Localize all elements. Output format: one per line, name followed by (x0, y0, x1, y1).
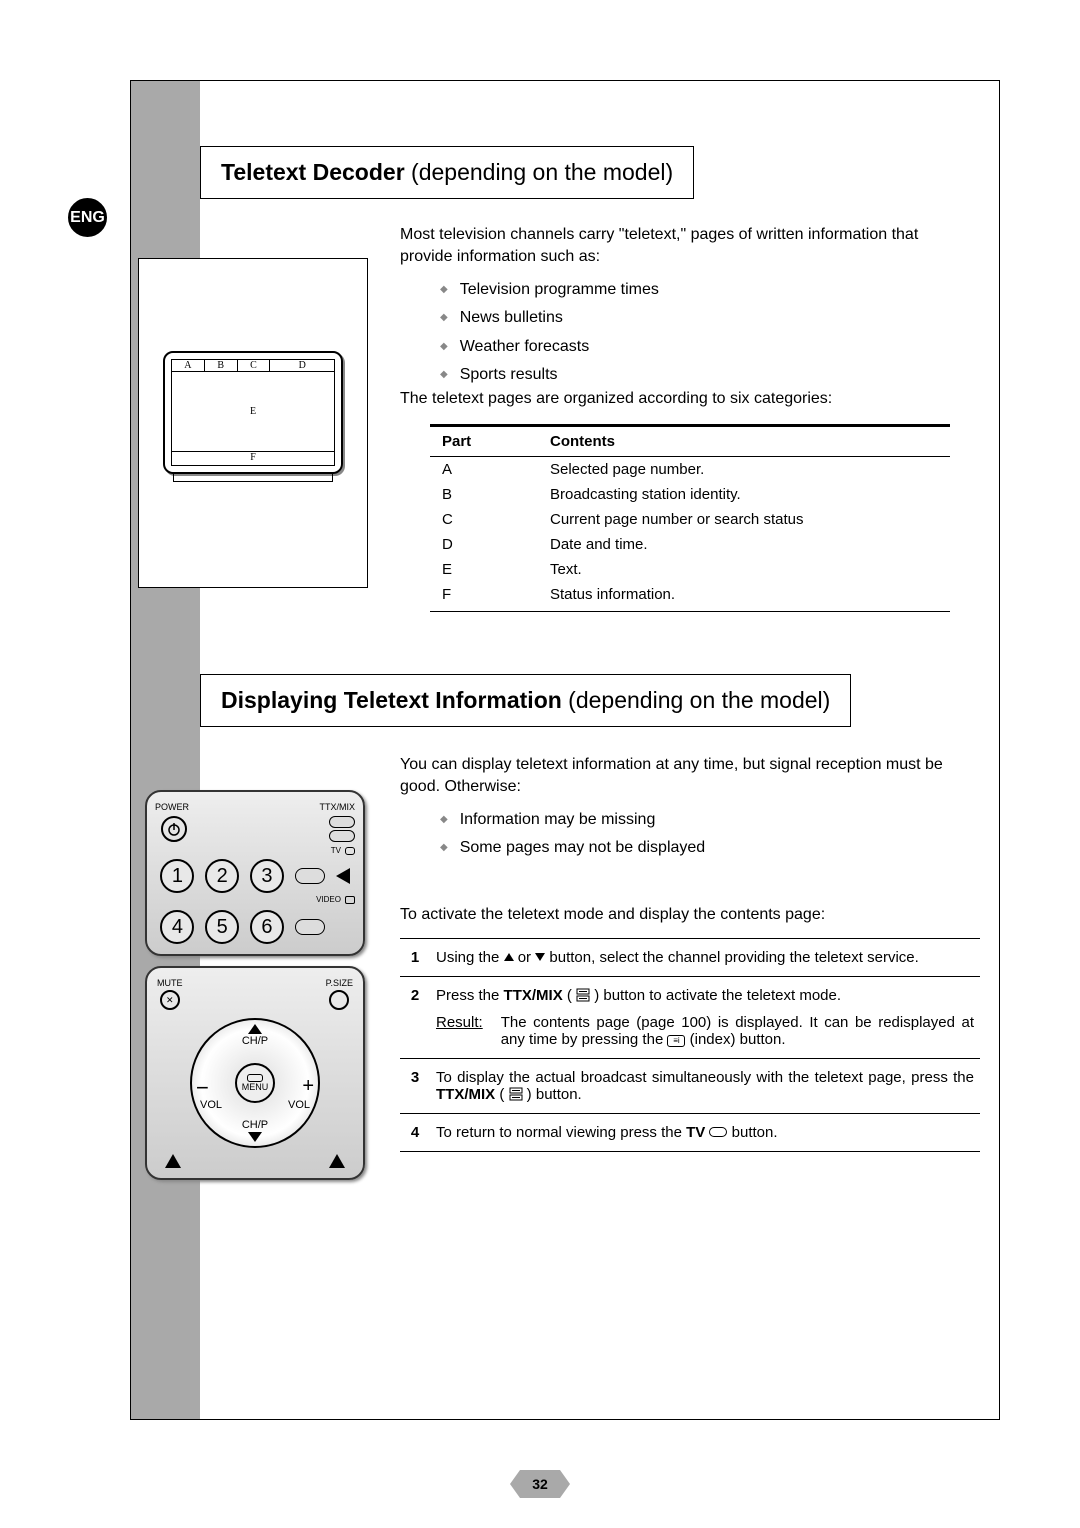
plus-label: + (302, 1075, 314, 1098)
title1-bold: Teletext Decoder (221, 159, 405, 185)
tv-button (295, 868, 325, 884)
pointer-up-icon (329, 1154, 345, 1168)
bullet-item: Television programme times (440, 279, 970, 301)
language-label: ENG (70, 209, 105, 227)
ttxmix-label: TTX/MIX (320, 802, 356, 812)
digit-4: 4 (160, 910, 194, 944)
intro-paragraph-2: You can display teletext information at … (400, 754, 980, 866)
step-number: 4 (400, 1114, 430, 1152)
step-number: 3 (400, 1059, 430, 1114)
table-cell: C (430, 507, 550, 532)
chp-dn-label: CH/P (242, 1119, 268, 1131)
tv-region-d: D (270, 360, 334, 371)
step-body: Using the or button, select the channel … (430, 939, 980, 977)
table-cell: Status information. (550, 582, 950, 612)
ttx-icon (576, 988, 590, 1002)
intro2-text: You can display teletext information at … (400, 754, 980, 799)
digit-1: 1 (160, 859, 194, 893)
bullet-item: Some pages may not be displayed (440, 837, 980, 859)
table-cell: F (430, 582, 550, 612)
mute-icon: ✕ (160, 990, 180, 1010)
tv-oval-icon (709, 1127, 727, 1137)
step-body: Press the TTX/MIX ( ) button to activate… (430, 977, 980, 1059)
down-triangle-icon (535, 953, 545, 961)
psize-label: P.SIZE (326, 978, 353, 988)
bullet-item: Weather forecasts (440, 336, 970, 358)
table-cell: Current page number or search status (550, 507, 950, 532)
table-cell: Selected page number. (550, 457, 950, 483)
parts-table-header-part: Part (430, 426, 550, 457)
table-cell: Broadcasting station identity. (550, 482, 950, 507)
vol-right-label: VOL (288, 1099, 310, 1111)
pointer-arrow-icon (336, 868, 350, 884)
step-number: 2 (400, 977, 430, 1059)
title2-bold: Displaying Teletext Information (221, 687, 562, 713)
tv-screen-figure: A B C D E F (138, 258, 368, 588)
categories-intro: The teletext pages are organized accordi… (400, 388, 970, 410)
activate-intro: To activate the teletext mode and displa… (400, 904, 980, 926)
video-small-icon (345, 896, 355, 904)
video-button (295, 919, 325, 935)
intro1-text: Most television channels carry "teletext… (400, 224, 970, 269)
power-label: POWER (155, 802, 189, 812)
down-arrow-icon (248, 1132, 262, 1142)
section-title-2: Displaying Teletext Information (dependi… (200, 674, 851, 727)
bullet-item: Sports results (440, 364, 970, 386)
menu-button: MENU (235, 1063, 275, 1103)
table-cell: E (430, 557, 550, 582)
tv-region-f: F (250, 452, 256, 463)
digit-2: 2 (205, 859, 239, 893)
parts-table-header-contents: Contents (550, 426, 950, 457)
mute-label: MUTE (157, 978, 183, 988)
tv-label: TV (331, 846, 341, 855)
step-number: 1 (400, 939, 430, 977)
steps-table: 1 Using the or button, select the channe… (400, 938, 980, 1152)
minus-label: − (196, 1075, 209, 1101)
vol-left-label: VOL (200, 1099, 222, 1111)
language-badge: ENG (65, 195, 110, 240)
title1-light: (depending on the model) (405, 159, 674, 185)
step-body: To return to normal viewing press the TV… (430, 1114, 980, 1152)
table-cell: A (430, 457, 550, 483)
index-icon: ≡i (667, 1035, 685, 1047)
table-cell: D (430, 532, 550, 557)
up-arrow-icon (248, 1024, 262, 1034)
table-cell: Text. (550, 557, 950, 582)
tv-region-b: B (205, 360, 238, 371)
chp-up-label: CH/P (242, 1035, 268, 1047)
page-number: 32 (520, 1470, 560, 1498)
bullet-item: Information may be missing (440, 809, 980, 831)
digit-6: 6 (250, 910, 284, 944)
digit-5: 5 (205, 910, 239, 944)
dpad: CH/P CH/P − + VOL VOL MENU (190, 1018, 320, 1148)
step-body: To display the actual broadcast simultan… (430, 1059, 980, 1114)
section-title-1: Teletext Decoder (depending on the model… (200, 146, 694, 199)
title2-light: (depending on the model) (562, 687, 831, 713)
tv-region-a: A (172, 360, 205, 371)
parts-table: PartContents ASelected page number. BBro… (430, 424, 950, 612)
digit-3: 3 (250, 859, 284, 893)
power-icon (161, 816, 187, 842)
up-triangle-icon (504, 953, 514, 961)
tv-region-e: E (250, 406, 256, 417)
tv-region-c: C (238, 360, 271, 371)
intro1-bullets: Television programme times News bulletin… (440, 279, 970, 387)
menu-label: MENU (242, 1082, 269, 1092)
mix-icon (329, 830, 355, 842)
remote-control-figure: POWER TTX/MIX TV 1 2 3 VIDEO 4 5 (145, 790, 365, 1180)
table-cell: B (430, 482, 550, 507)
index-small-icon (247, 1074, 263, 1082)
video-label: VIDEO (316, 895, 341, 904)
intro2-bullets: Information may be missing Some pages ma… (440, 809, 980, 860)
pointer-up-icon (165, 1154, 181, 1168)
bullet-item: News bulletins (440, 307, 970, 329)
table-cell: Date and time. (550, 532, 950, 557)
ttx-icon (329, 816, 355, 828)
tv-small-icon (345, 847, 355, 855)
psize-icon (329, 990, 349, 1010)
intro-paragraph-1: Most television channels carry "teletext… (400, 224, 970, 392)
ttx-icon (509, 1087, 523, 1101)
